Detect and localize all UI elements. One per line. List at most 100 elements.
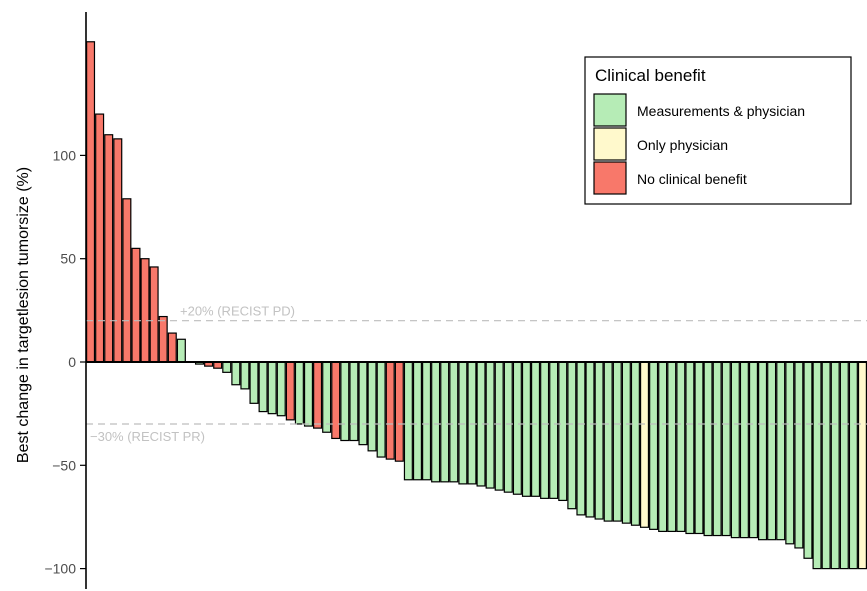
bar [767, 361, 777, 541]
bar [440, 361, 450, 483]
legend-box [584, 56, 852, 205]
bar [276, 361, 286, 417]
bar [131, 247, 141, 363]
bar [585, 361, 595, 518]
bar [857, 361, 867, 570]
bar [394, 361, 404, 462]
bar [594, 361, 604, 520]
bar [530, 361, 541, 497]
bar [85, 41, 96, 363]
bar [140, 258, 150, 363]
legend: Clinical benefit Measurements & physicia… [584, 56, 852, 205]
y-tick-label: −50 [52, 457, 76, 473]
bar [567, 361, 577, 510]
bar [503, 361, 513, 493]
bar [540, 361, 550, 499]
bar [521, 361, 531, 497]
bar [122, 198, 132, 363]
bar [694, 361, 704, 535]
bar [639, 361, 650, 528]
bar [676, 361, 686, 533]
bar [249, 361, 259, 404]
bar [558, 361, 568, 502]
bar [658, 361, 668, 533]
bar [367, 361, 377, 452]
bar [576, 361, 586, 516]
bar [422, 361, 432, 481]
bar [385, 361, 395, 460]
bar [231, 361, 241, 386]
bar [449, 361, 459, 483]
bar [485, 361, 495, 489]
bar [303, 361, 314, 427]
bar [712, 361, 722, 537]
legend-label-measurements: Measurements & physician [637, 103, 805, 119]
legend-swatch-physician [593, 127, 627, 161]
bar [158, 315, 168, 363]
bar [839, 361, 849, 570]
bar [222, 361, 232, 373]
y-tick-label: 50 [60, 251, 76, 267]
y-axis-title: Best change in targetlesion tumorsize (%… [15, 167, 32, 463]
y-tick-label: −100 [44, 561, 76, 577]
bar [358, 361, 368, 446]
bar [803, 361, 813, 559]
bar [739, 361, 749, 539]
bar [340, 361, 350, 442]
legend-label-physician: Only physician [637, 137, 728, 153]
y-axis-ticks: −100 −50 0 50 100 [44, 147, 86, 577]
reference-label-pr: −30% (RECIST PR) [90, 429, 205, 444]
bar [167, 332, 177, 363]
bar [748, 361, 759, 539]
bar [95, 113, 105, 363]
bar [785, 361, 795, 545]
bar [685, 361, 695, 535]
bar [458, 361, 468, 485]
bar [240, 361, 250, 390]
bar [431, 361, 441, 483]
bar [776, 361, 786, 541]
bar [612, 361, 622, 522]
bar [630, 361, 640, 526]
legend-swatch-measurements [593, 93, 627, 127]
bar [649, 361, 659, 530]
bar [603, 361, 613, 522]
bar [703, 361, 713, 537]
bar [322, 361, 332, 433]
legend-label-no-benefit: No clinical benefit [637, 171, 747, 187]
bar [830, 361, 840, 570]
bar [512, 361, 522, 495]
bar [104, 134, 114, 363]
bar [258, 361, 268, 413]
bar [376, 361, 386, 458]
bar [267, 361, 277, 415]
bar [176, 338, 186, 363]
bar [412, 361, 423, 481]
bar [294, 361, 304, 425]
bar [331, 361, 341, 440]
bar [403, 361, 413, 481]
legend-title: Clinical benefit [595, 66, 706, 85]
bar [313, 361, 323, 429]
bar [494, 361, 504, 491]
y-tick-label: 100 [53, 147, 77, 163]
bar [467, 361, 477, 485]
bar [349, 361, 359, 442]
bar [848, 361, 858, 570]
legend-swatch-no-benefit [593, 161, 627, 195]
bar [730, 361, 740, 539]
bar [758, 361, 768, 541]
y-tick-label: 0 [68, 354, 76, 370]
bar [721, 361, 731, 537]
bar [549, 361, 559, 499]
bar [794, 361, 804, 549]
reference-label-pd: +20% (RECIST PD) [180, 304, 295, 319]
bar [149, 266, 159, 363]
bar [667, 361, 677, 533]
bar [821, 361, 831, 570]
bar [621, 361, 631, 524]
bar [113, 138, 123, 363]
bar [812, 361, 822, 570]
bar [285, 361, 295, 421]
